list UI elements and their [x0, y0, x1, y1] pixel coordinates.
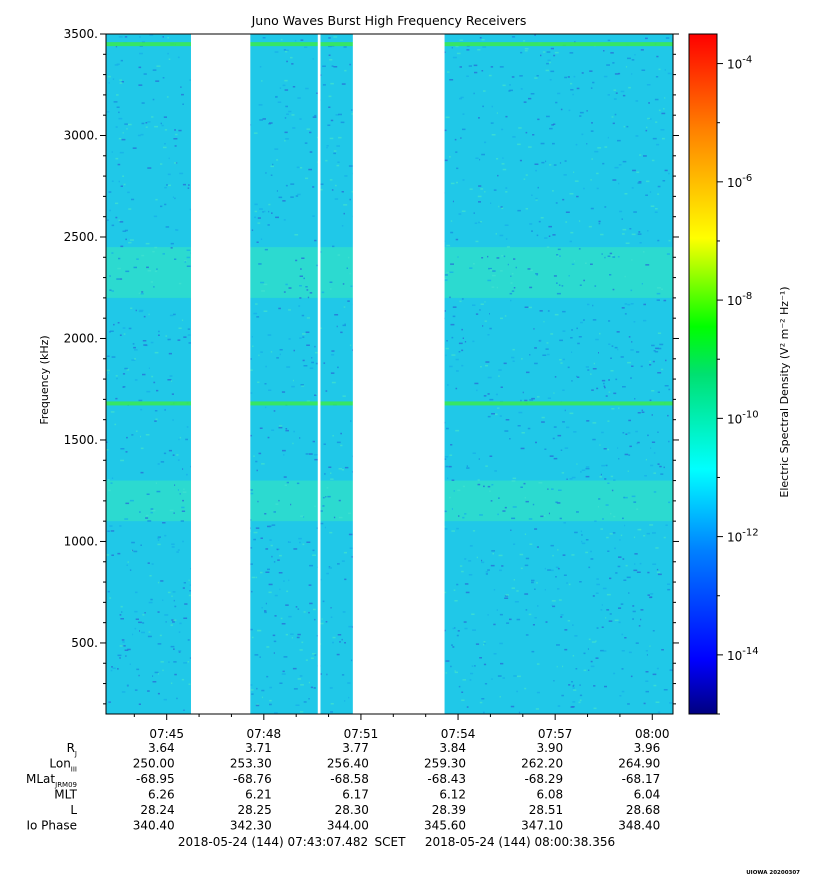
y-tick-label: 2000.	[64, 331, 98, 345]
ephemeris-value: 28.25	[237, 803, 271, 817]
y-tick-label: 500.	[71, 636, 98, 650]
ephemeris-value: 345.60	[424, 819, 466, 833]
ephemeris-value: -68.95	[136, 772, 175, 786]
ephemeris-value: -68.43	[427, 772, 466, 786]
ephemeris-label: L	[70, 803, 77, 817]
ephemeris-label: Io Phase	[26, 819, 77, 833]
ephemeris-value: 342.30	[230, 819, 272, 833]
y-axis: 500. 1000. 1500. 2000. 2500. 3000. 3500.	[64, 27, 679, 705]
x-tick-label: 07:51	[344, 727, 379, 741]
ephemeris-value: 28.51	[529, 803, 563, 817]
x-tick-label: 07:48	[247, 727, 282, 741]
y-tick-label: 3000.	[64, 128, 98, 142]
colorbar-tick-label: 10-12	[727, 528, 759, 545]
ephemeris-value: 3.96	[634, 741, 661, 755]
ephemeris-label: MLT	[54, 788, 77, 802]
x-axis: 07:45 07:48 07:51 07:54 07:57 08:00	[133, 714, 670, 741]
ephemeris-value: 6.04	[634, 788, 661, 802]
ephemeris-value: -68.17	[622, 772, 661, 786]
ephemeris-value: 3.71	[245, 741, 272, 755]
ephemeris-value: 28.24	[140, 803, 174, 817]
ephemeris-value: 3.84	[439, 741, 466, 755]
ephemeris-value: 348.40	[618, 819, 660, 833]
colorbar: 10-4 10-6 10-8 10-10 10-12 10-14	[688, 33, 759, 715]
data-gap-0	[190, 34, 251, 714]
ephemeris-value: 264.90	[618, 757, 660, 771]
credit-label: UIOWA 20200307	[746, 870, 800, 876]
y-tick-label: 1500.	[64, 433, 98, 447]
x-tick-label: 07:45	[149, 727, 184, 741]
ephemeris-value: 3.77	[342, 741, 369, 755]
ephemeris-value: 6.08	[536, 788, 563, 802]
ephemeris-value: 3.90	[536, 741, 563, 755]
y-tick-label: 3500.	[64, 27, 98, 41]
ephemeris-value: -68.58	[330, 772, 369, 786]
ephemeris-value: 6.12	[439, 788, 466, 802]
colorbar-tick-label: 10-6	[727, 173, 752, 190]
ephemeris-value: 262.20	[521, 757, 563, 771]
data-gap-1	[317, 34, 321, 714]
ephemeris-table: RJ 3.64 3.71 3.77 3.84 3.90 3.96 LonIII 250.00 25…	[26, 741, 660, 833]
data-gap-2	[352, 34, 445, 714]
ephemeris-value: 28.39	[432, 803, 466, 817]
ephemeris-value: 6.26	[148, 788, 175, 802]
colorbar-gradient	[688, 33, 718, 715]
x-tick-label: 07:57	[538, 727, 573, 741]
time-range-end: 2018-05-24 (144) 08:00:38.356	[425, 835, 615, 849]
y-tick-label: 1000.	[64, 534, 98, 548]
ephemeris-value: 256.40	[327, 757, 369, 771]
colorbar-tick-label: 10-14	[727, 646, 759, 663]
ephemeris-value: 253.30	[230, 757, 272, 771]
spectrogram-plot-area	[105, 33, 674, 715]
ephemeris-value: -68.76	[233, 772, 272, 786]
colorbar-label: Electric Spectral Density (V² m⁻² Hz⁻¹)	[778, 286, 791, 497]
ephemeris-value: 344.00	[327, 819, 369, 833]
colorbar-tick-label: 10-8	[727, 291, 752, 308]
time-range-scet: SCET	[375, 835, 407, 849]
ephemeris-value: 340.40	[133, 819, 175, 833]
ephemeris-value: 28.30	[335, 803, 369, 817]
ephemeris-value: 3.64	[148, 741, 175, 755]
x-tick-label: 08:00	[635, 727, 670, 741]
ephemeris-label: MLatJRM09	[26, 772, 77, 789]
ephemeris-label: LonIII	[49, 757, 77, 774]
ephemeris-value: 6.17	[342, 788, 369, 802]
ephemeris-value: 250.00	[133, 757, 175, 771]
ephemeris-value: -68.29	[524, 772, 563, 786]
ephemeris-label: RJ	[67, 741, 77, 758]
ephemeris-value: 347.10	[521, 819, 563, 833]
ephemeris-value: 28.68	[626, 803, 660, 817]
y-tick-label: 2500.	[64, 230, 98, 244]
ephemeris-value: 6.21	[245, 788, 272, 802]
x-tick-label: 07:54	[441, 727, 476, 741]
ephemeris-value: 259.30	[424, 757, 466, 771]
colorbar-tick-label: 10-10	[727, 409, 759, 426]
plot-frame	[105, 33, 674, 715]
colorbar-tick-label: 10-4	[727, 55, 752, 72]
time-range-start: 2018-05-24 (144) 07:43:07.482	[178, 835, 368, 849]
chart-title: Juno Waves Burst High Frequency Receiver…	[251, 13, 527, 28]
y-axis-label: Frequency (kHz)	[38, 335, 51, 424]
